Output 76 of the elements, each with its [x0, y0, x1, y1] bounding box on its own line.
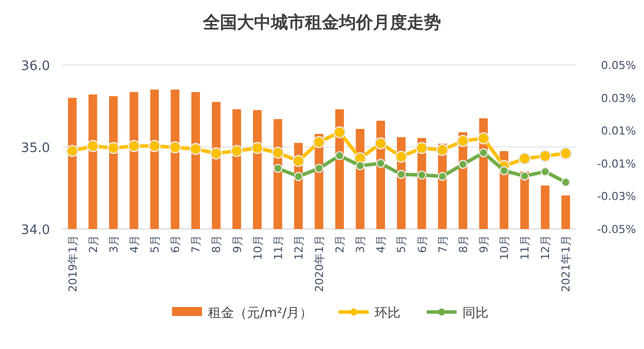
- x-tick-label: 2019年1月: [66, 235, 80, 292]
- point: [314, 164, 324, 173]
- point: [334, 151, 344, 160]
- point: [312, 136, 326, 148]
- point: [436, 144, 448, 156]
- point: [356, 161, 365, 170]
- x-tick-label: 4月: [128, 235, 141, 253]
- point: [416, 142, 428, 154]
- point: [230, 144, 243, 158]
- x-tick-label: 5月: [148, 235, 162, 253]
- point: [396, 170, 406, 179]
- x-tick-label: 11月: [518, 235, 532, 260]
- point: [478, 148, 488, 158]
- point: [210, 147, 222, 160]
- point: [128, 140, 140, 152]
- chart-title: 全国大中城市租金均价月度走势: [202, 13, 441, 33]
- x-tick-label: 3月: [354, 235, 368, 253]
- point: [417, 170, 426, 180]
- point: [376, 158, 386, 168]
- x-tick-label: 3月: [107, 235, 120, 253]
- x-tick-label: 7月: [190, 235, 203, 253]
- y2-tick-label: 0.03%: [601, 92, 636, 105]
- x-tick-label: 11月: [272, 235, 285, 260]
- x-tick-label: 8月: [456, 235, 470, 253]
- point: [168, 141, 182, 154]
- point: [456, 134, 470, 148]
- x-tick-label: 10月: [498, 235, 512, 260]
- x-tick-label: 12月: [292, 235, 306, 260]
- point: [374, 137, 387, 150]
- x-tick-label: 2月: [334, 235, 347, 253]
- point: [272, 146, 284, 159]
- legend-label: 环比: [374, 306, 401, 321]
- point: [66, 144, 78, 158]
- legend-label: 租金（元/m²/月）: [208, 306, 313, 321]
- y2-tick-label: 0.01%: [601, 124, 636, 138]
- point: [499, 166, 509, 176]
- point: [477, 132, 490, 144]
- x-tick-label: 10月: [251, 235, 264, 260]
- x-tick-label: 12月: [539, 235, 552, 260]
- point: [561, 178, 570, 187]
- point: [395, 150, 408, 163]
- x-tick-label: 2月: [86, 235, 100, 253]
- x-tick-label: 5月: [395, 235, 408, 253]
- legend-label: 同比: [462, 306, 489, 321]
- point: [148, 140, 161, 152]
- x-tick-label: 6月: [416, 235, 429, 253]
- x-tick-label: 8月: [210, 235, 224, 253]
- y2-tick-label: -0.05%: [597, 223, 636, 236]
- x-tick-label: 7月: [436, 235, 450, 253]
- y2-tick-label: -0.03%: [597, 190, 636, 204]
- point: [294, 172, 304, 182]
- y-tick-label: 34.0: [21, 223, 50, 238]
- x-tick-label: 2020年1月: [313, 235, 326, 292]
- y-tick-label: 36.0: [21, 59, 50, 74]
- x-tick-label: 6月: [169, 235, 182, 253]
- point: [190, 142, 202, 156]
- y-tick-label: 35.0: [21, 141, 50, 156]
- point: [458, 160, 468, 169]
- point: [333, 126, 346, 138]
- x-tick-label: 9月: [477, 235, 490, 253]
- point: [273, 164, 282, 173]
- point: [560, 147, 572, 160]
- point: [292, 154, 305, 168]
- point: [520, 171, 530, 181]
- x-tick-label: 2021年1月: [560, 235, 573, 292]
- y2-tick-label: 0.05%: [601, 59, 636, 72]
- y2-tick-label: -0.01%: [597, 157, 636, 170]
- point: [251, 142, 264, 154]
- point: [539, 150, 552, 162]
- point: [518, 152, 531, 165]
- x-tick-label: 9月: [230, 235, 244, 253]
- point: [438, 172, 447, 181]
- x-tick-label: 4月: [374, 235, 388, 253]
- point: [86, 140, 99, 152]
- point: [540, 167, 550, 176]
- point: [107, 142, 120, 154]
